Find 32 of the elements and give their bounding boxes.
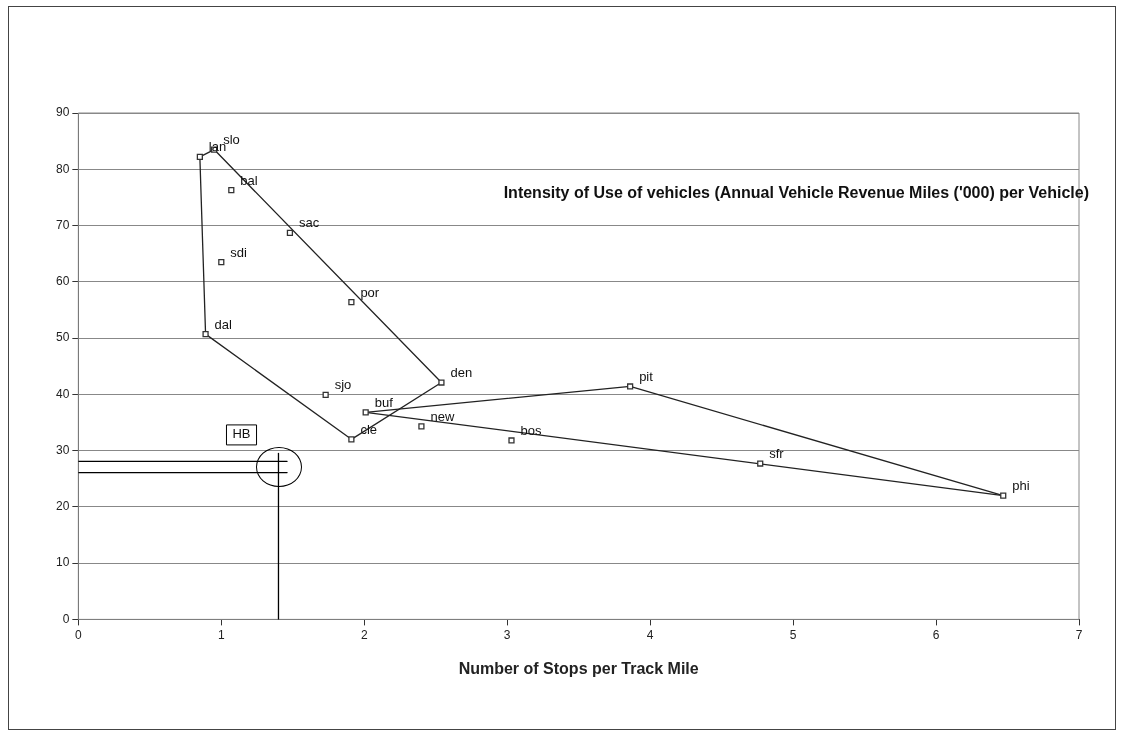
y-tick-label: 60 — [55, 274, 70, 289]
annotation: phi — [1012, 478, 1030, 494]
x-axis-title: Number of Stops per Track Mile — [458, 659, 699, 677]
x-tick-label: 6 — [932, 627, 940, 642]
annotation: sdi — [230, 244, 248, 260]
y-tick-label: 20 — [55, 499, 70, 514]
x-tick-label: 4 — [646, 627, 654, 642]
annotation: HB — [232, 426, 251, 442]
annotation: por — [360, 284, 380, 300]
annotation: pit — [639, 369, 654, 385]
annotation: sac — [298, 215, 320, 231]
x-tick-label: 5 — [789, 627, 797, 642]
x-tick-label: 3 — [503, 627, 511, 642]
y-tick-label: 10 — [55, 555, 70, 570]
annotation: buf — [374, 394, 394, 410]
text: Intensity of Use of vehicles (Annual Vehicle Revenue Miles ('000) per Vehicle) — [503, 184, 1089, 202]
y-tick-label: 0 — [62, 611, 70, 626]
y-tick-label: 50 — [55, 330, 70, 345]
y-tick-label: 90 — [55, 105, 70, 120]
annotation: sfr — [769, 446, 785, 462]
x-tick-label: 2 — [360, 627, 368, 642]
y-tick-label: 70 — [55, 217, 70, 232]
y-tick-label: 80 — [55, 161, 70, 176]
y-tick-label: 30 — [55, 442, 70, 457]
annotation: dal — [214, 316, 233, 332]
annotation: sjo — [334, 377, 352, 393]
x-tick-label: 7 — [1075, 627, 1083, 642]
x-tick-label: 1 — [217, 627, 225, 642]
annotation: new — [430, 408, 455, 424]
annotation: den — [450, 365, 473, 381]
y-tick-label: 40 — [55, 386, 70, 401]
x-tick-label: 0 — [75, 627, 82, 642]
